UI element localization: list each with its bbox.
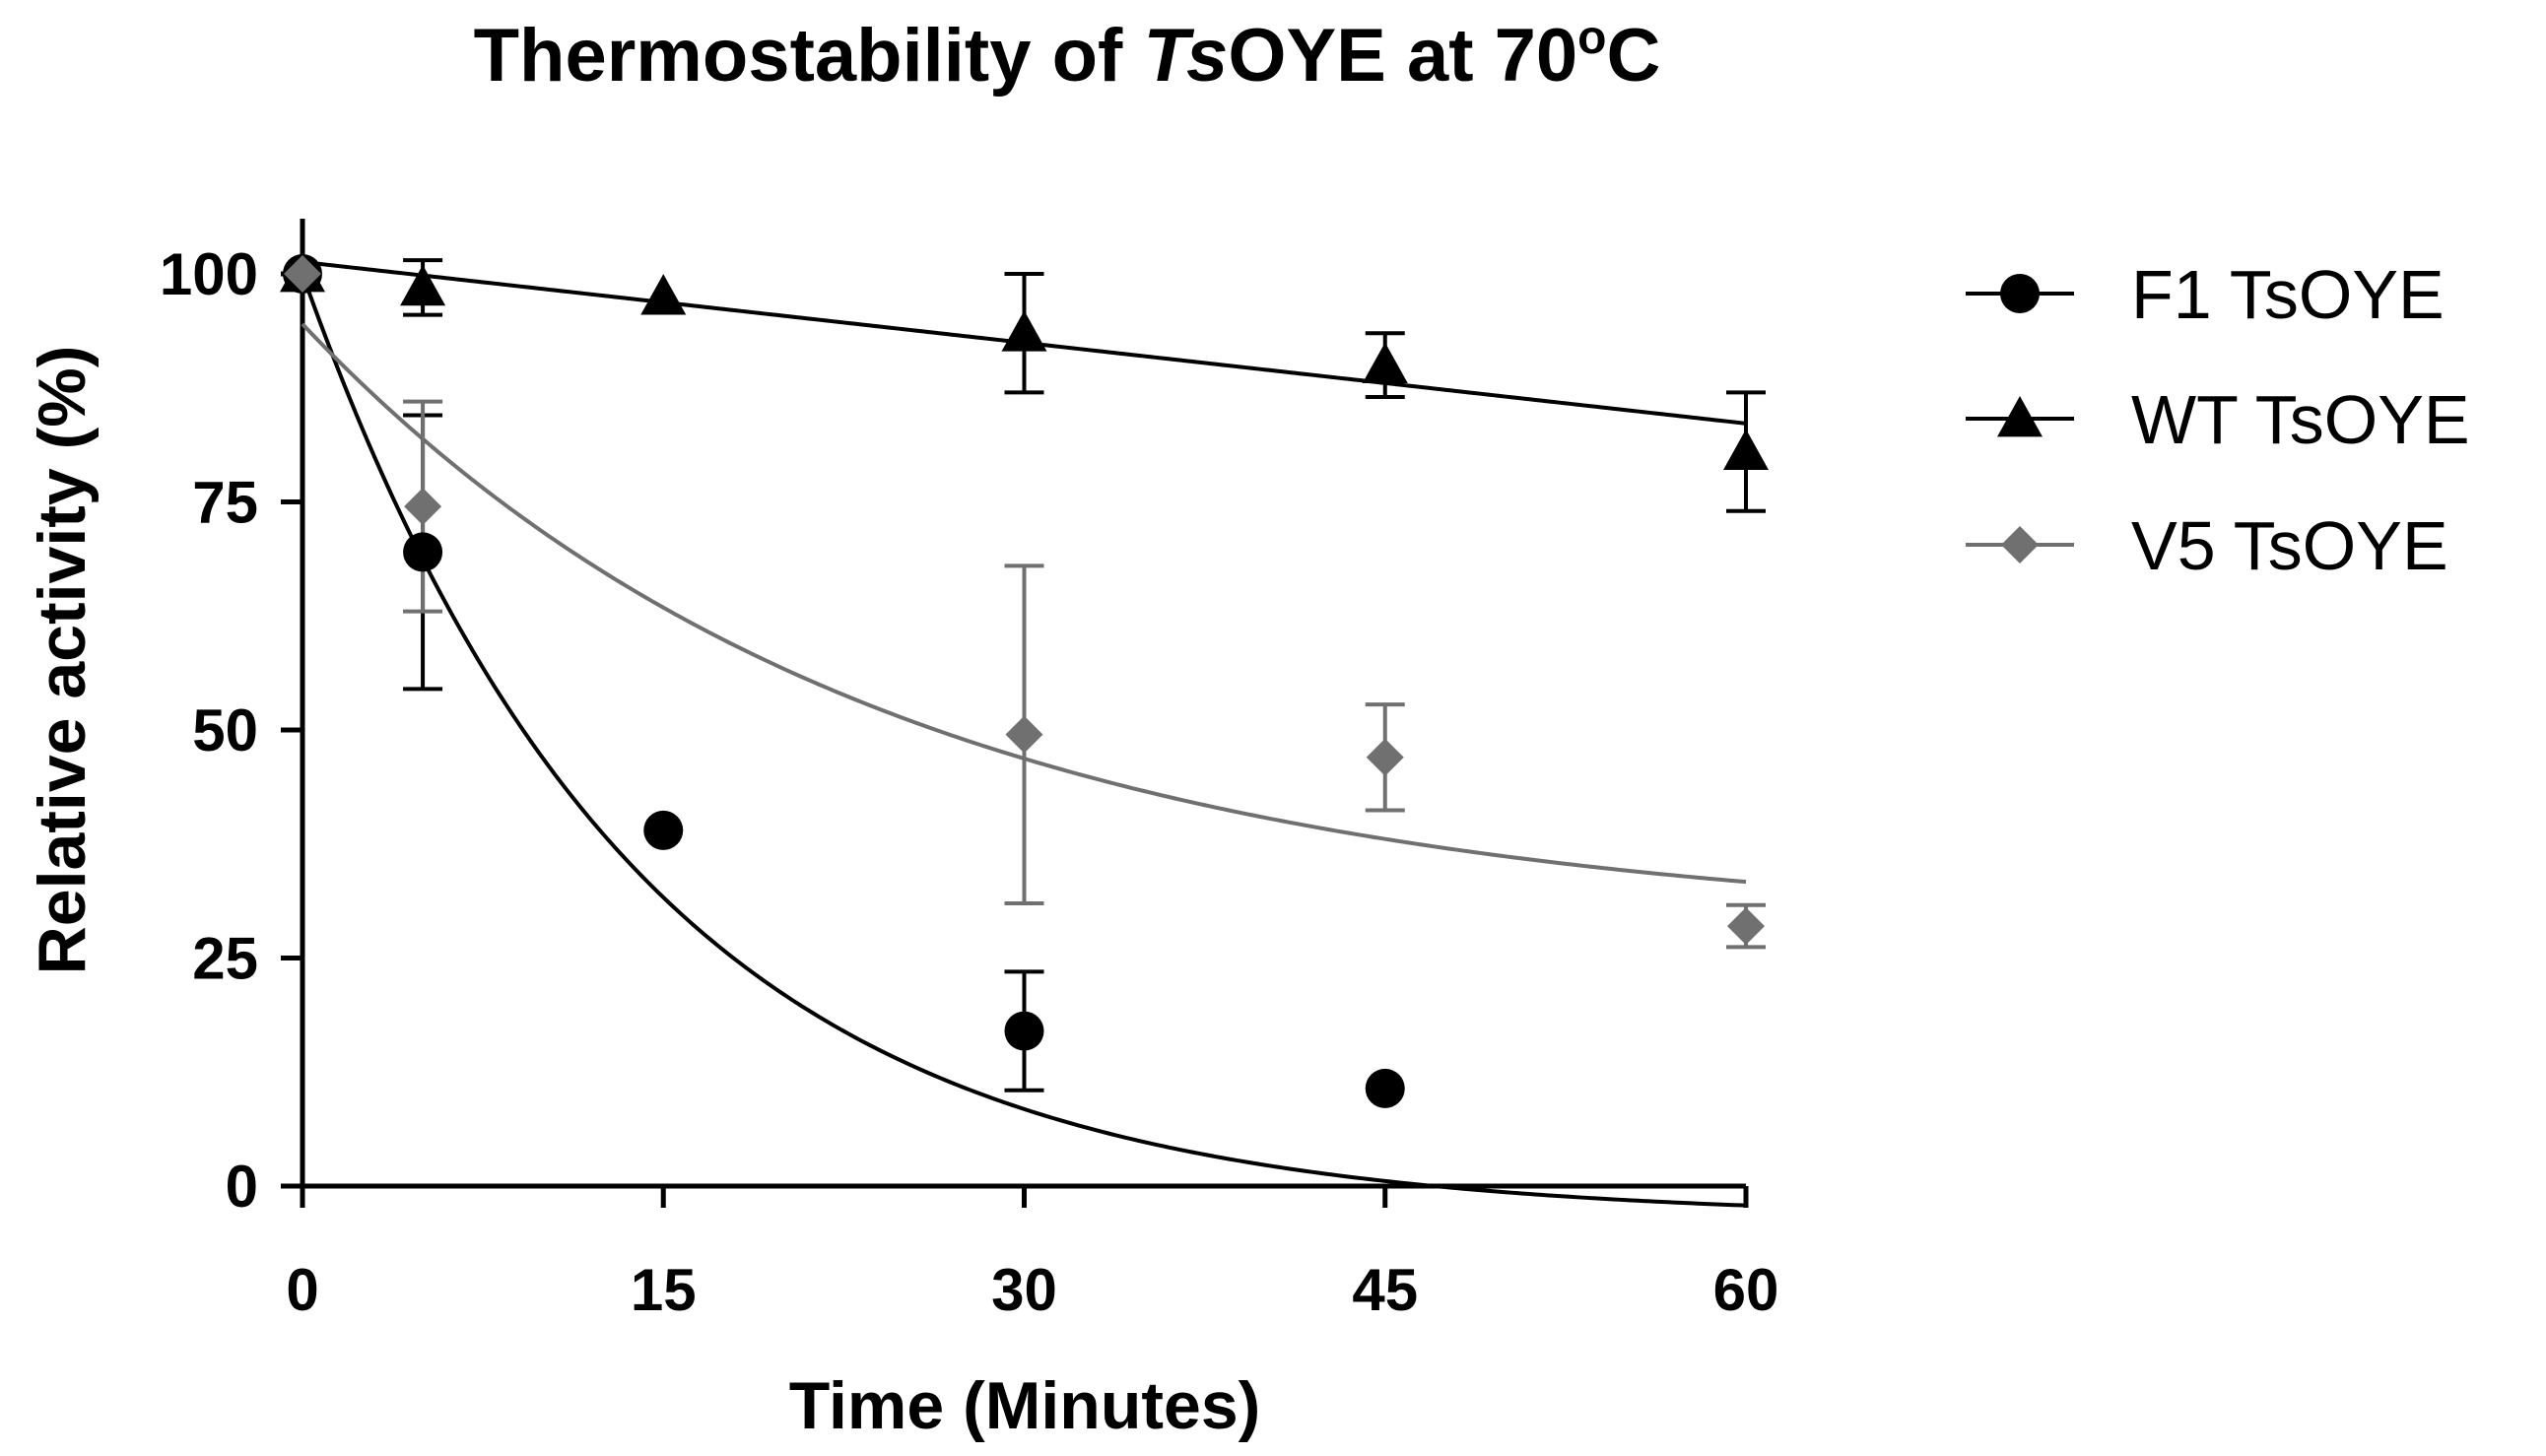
error-bars	[403, 258, 1766, 1092]
legend-item-2: WT TsOYE	[1966, 381, 2470, 458]
x-tick-label: 45	[1352, 1257, 1418, 1323]
data-points	[280, 251, 1769, 1108]
y-tick-label: 25	[192, 926, 258, 992]
data-point-3	[404, 488, 442, 526]
data-point-1	[1004, 1011, 1044, 1051]
data-point-1	[403, 532, 443, 572]
x-axis-label: Time (Minutes)	[789, 1368, 1261, 1443]
chart-title: Thermostability of TsOYE at 70oC	[474, 12, 1661, 98]
data-point-2	[1362, 342, 1408, 383]
x-tick-label: 60	[1713, 1257, 1779, 1323]
data-point-3	[1005, 715, 1043, 754]
legend-marker	[2000, 274, 2040, 313]
y-tick-label: 50	[192, 697, 258, 763]
legend-label: F1 TsOYE	[2131, 256, 2445, 333]
x-tick-label: 30	[991, 1257, 1057, 1323]
axes: 0 15 30 45 60 0 25 50 75 100	[160, 219, 1778, 1323]
data-point-2	[640, 274, 687, 315]
legend-label: V5 TsOYE	[2131, 507, 2448, 584]
fit-curve-1	[301, 273, 1747, 1208]
legend: F1 TsOYE WT TsOYE V5 TsOYE	[1966, 256, 2470, 584]
legend-label: WT TsOYE	[2131, 381, 2470, 458]
data-point-1	[643, 810, 684, 850]
x-tick-label: 0	[286, 1257, 318, 1323]
legend-marker	[1997, 396, 2043, 437]
data-point-2	[400, 264, 446, 306]
data-point-3	[1366, 738, 1404, 776]
data-point-2	[1001, 310, 1047, 352]
y-axis-label: Relative activity (%)	[25, 346, 100, 975]
data-point-2	[1723, 429, 1769, 470]
x-tick-label: 15	[631, 1257, 697, 1323]
y-tick-label: 0	[226, 1154, 258, 1220]
y-tick-label: 75	[192, 470, 258, 536]
legend-marker	[2001, 526, 2039, 563]
legend-item-1: F1 TsOYE	[1966, 256, 2445, 333]
data-point-1	[1365, 1068, 1405, 1108]
data-point-3	[284, 255, 321, 293]
legend-item-3: V5 TsOYE	[1966, 507, 2448, 584]
y-tick-label: 100	[160, 241, 258, 307]
data-point-3	[1727, 907, 1765, 946]
